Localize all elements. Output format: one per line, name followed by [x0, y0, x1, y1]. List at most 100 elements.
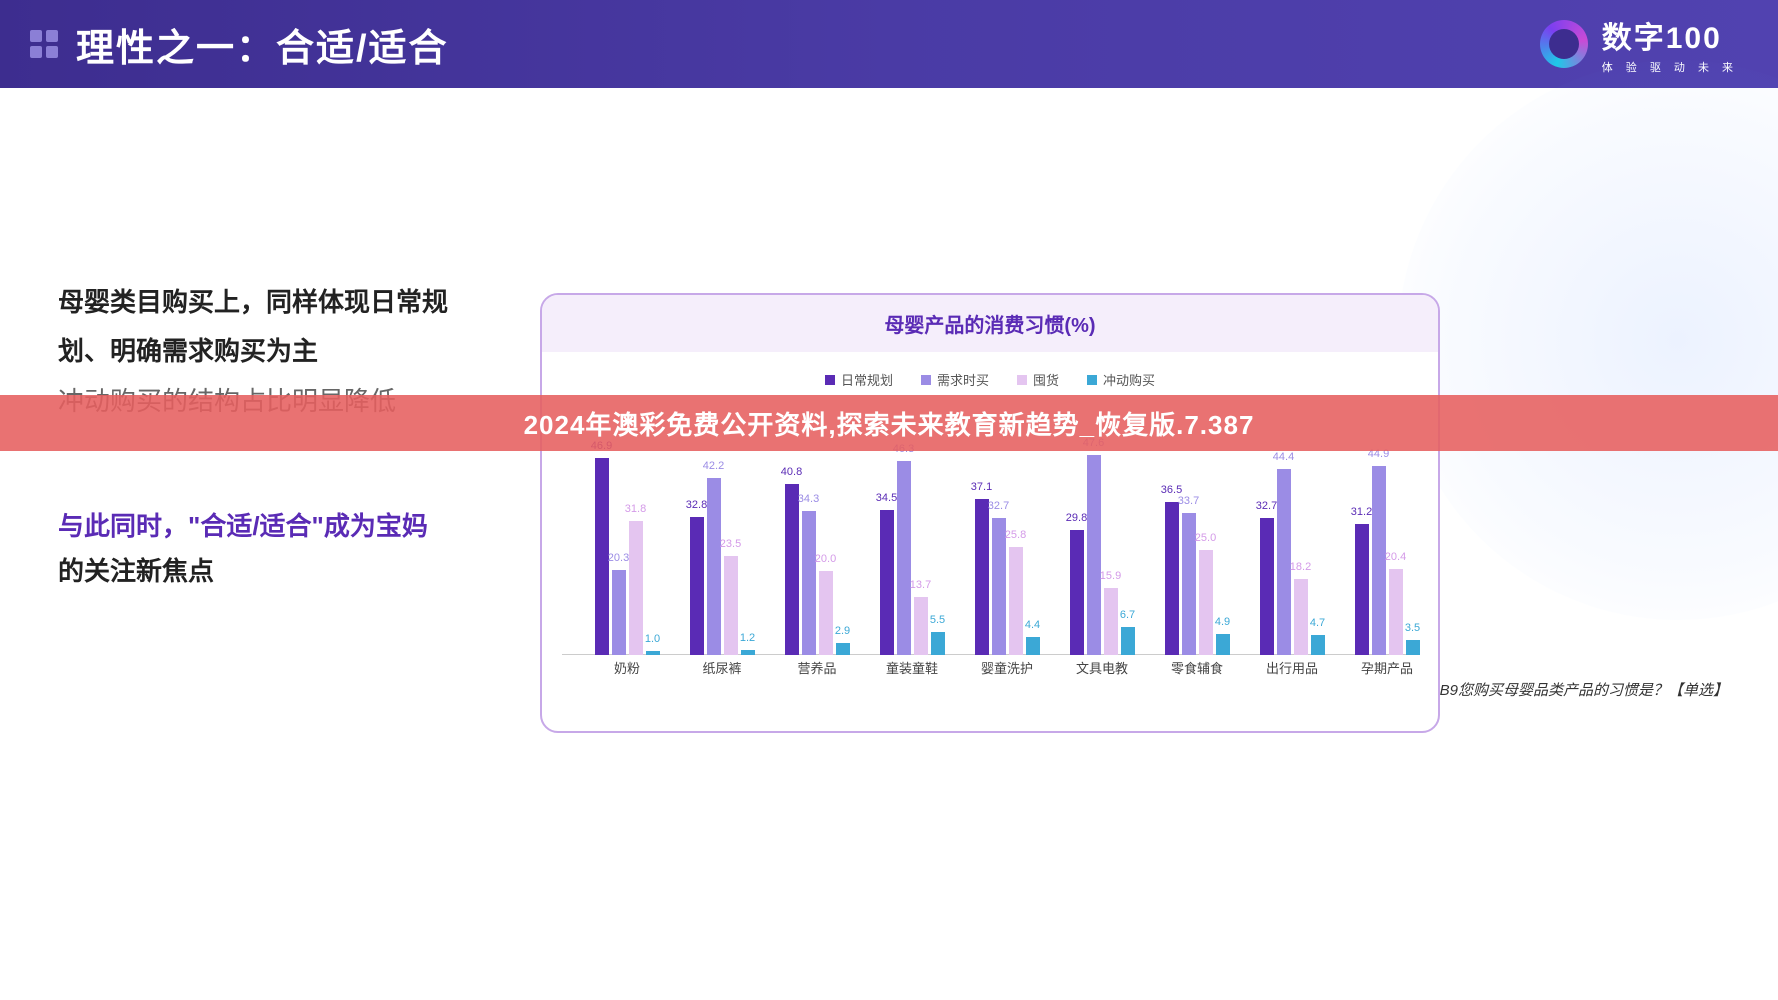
bar-value-label: 42.2	[703, 460, 724, 472]
bar-value-label: 1.0	[645, 633, 660, 645]
bar-value-label: 25.8	[1005, 529, 1026, 541]
category-label: 奶粉	[582, 658, 672, 677]
legend-item: 冲动购买	[1087, 370, 1155, 389]
bar: 32.7	[1260, 518, 1274, 655]
bar-group: 34.546.313.75.5童装童鞋	[867, 461, 957, 655]
bar: 31.2	[1355, 524, 1369, 655]
bar-value-label: 36.5	[1161, 484, 1182, 496]
bar: 2.9	[836, 643, 850, 655]
bar-value-label: 5.5	[930, 614, 945, 626]
watermark-overlay: 2024年澳彩免费公开资料,探索未来教育新趋势_恢复版.7.387	[0, 395, 1778, 451]
bar: 23.5	[724, 556, 738, 655]
bar-group: 40.834.320.02.9营养品	[772, 484, 862, 655]
legend-swatch	[921, 375, 931, 385]
bar-value-label: 32.7	[988, 500, 1009, 512]
bar: 4.9	[1216, 634, 1230, 655]
bar-value-label: 31.8	[625, 503, 646, 515]
category-label: 纸尿裤	[677, 658, 767, 677]
bar: 44.9	[1372, 466, 1386, 655]
bar: 46.9	[595, 458, 609, 655]
legend-item: 日常规划	[825, 370, 893, 389]
content: 母婴类目购买上，同样体现日常规 划、明确需求购买为主 冲动购买的结构占比明显降低…	[0, 88, 1778, 1000]
bar-value-label: 44.4	[1273, 451, 1294, 463]
bar-value-label: 1.2	[740, 632, 755, 644]
category-label: 出行用品	[1247, 658, 1337, 677]
bar: 25.8	[1009, 547, 1023, 655]
bar-value-label: 37.1	[971, 481, 992, 493]
bar: 42.2	[707, 478, 721, 655]
bar: 15.9	[1104, 588, 1118, 655]
bar-group: 31.244.920.43.5孕期产品	[1342, 466, 1432, 655]
bar-group: 36.533.725.04.9零食辅食	[1152, 502, 1242, 655]
bar-value-label: 4.7	[1310, 617, 1325, 629]
bar: 18.2	[1294, 579, 1308, 655]
footnote: B9您购买母婴品类产品的习惯是？【单选】	[1440, 679, 1728, 700]
para1-line1: 母婴类目购买上，同样体现日常规	[58, 278, 530, 327]
para2-line2: 的关注新焦点	[58, 551, 530, 588]
bar-value-label: 32.8	[686, 499, 707, 511]
bar: 20.3	[612, 570, 626, 655]
bar: 34.3	[802, 511, 816, 655]
page-title: 理性之一：合适/适合	[76, 17, 449, 72]
bar-value-label: 20.4	[1385, 551, 1406, 563]
category-label: 文具电教	[1057, 658, 1147, 677]
para1-line2: 划、明确需求购买为主	[58, 327, 530, 376]
bar: 1.2	[741, 650, 755, 655]
logo-main: 数字100	[1602, 13, 1738, 57]
category-label: 零食辅食	[1152, 658, 1242, 677]
bar: 34.5	[880, 510, 894, 655]
header: 理性之一：合适/适合 数字100 体 验 驱 动 未 来	[0, 0, 1778, 88]
legend-label: 需求时买	[937, 370, 989, 389]
bar-value-label: 29.8	[1066, 512, 1087, 524]
legend-swatch	[1017, 375, 1027, 385]
header-left: 理性之一：合适/适合	[30, 17, 449, 72]
bar: 47.6	[1087, 455, 1101, 655]
bar: 32.7	[992, 518, 1006, 655]
bar: 3.5	[1406, 640, 1420, 655]
bar: 4.7	[1311, 635, 1325, 655]
bar: 44.4	[1277, 469, 1291, 655]
bar-value-label: 33.7	[1178, 495, 1199, 507]
bar-group: 32.842.223.51.2纸尿裤	[677, 478, 767, 655]
bar: 32.8	[690, 517, 704, 655]
bar: 33.7	[1182, 513, 1196, 655]
bar-value-label: 34.3	[798, 493, 819, 505]
bar: 5.5	[931, 632, 945, 655]
legend: 日常规划 需求时买 囤货 冲动购买	[542, 370, 1438, 389]
bar: 20.0	[819, 571, 833, 655]
bar-value-label: 3.5	[1405, 622, 1420, 634]
bar-value-label: 2.9	[835, 625, 850, 637]
bar-value-label: 15.9	[1100, 570, 1121, 582]
legend-swatch	[1087, 375, 1097, 385]
legend-label: 囤货	[1033, 370, 1059, 389]
bar-group: 46.920.331.81.0奶粉	[582, 458, 672, 655]
bar: 29.8	[1070, 530, 1084, 655]
legend-item: 囤货	[1017, 370, 1059, 389]
bar: 20.4	[1389, 569, 1403, 655]
bar: 25.0	[1199, 550, 1213, 655]
bar-value-label: 34.5	[876, 492, 897, 504]
bar: 31.8	[629, 521, 643, 655]
legend-item: 需求时买	[921, 370, 989, 389]
bar: 46.3	[897, 461, 911, 655]
bar-group: 32.744.418.24.7出行用品	[1247, 469, 1337, 655]
bar-group: 29.847.615.96.7文具电教	[1057, 455, 1147, 655]
legend-label: 日常规划	[841, 370, 893, 389]
bar: 37.1	[975, 499, 989, 655]
bar-value-label: 18.2	[1290, 561, 1311, 573]
para2-line1: 与此同时，"合适/适合"成为宝妈	[58, 502, 530, 551]
bar-value-label: 31.2	[1351, 506, 1372, 518]
logo-icon	[1540, 20, 1588, 68]
bar: 1.0	[646, 651, 660, 655]
bar: 4.4	[1026, 637, 1040, 655]
bar-value-label: 23.5	[720, 538, 741, 550]
bar-group: 37.132.725.84.4婴童洗护	[962, 499, 1052, 655]
bar-value-label: 6.7	[1120, 609, 1135, 621]
category-label: 孕期产品	[1342, 658, 1432, 677]
bar-value-label: 20.3	[608, 552, 629, 564]
chart-title: 母婴产品的消费习惯(%)	[542, 295, 1438, 352]
bar-value-label: 4.4	[1025, 619, 1040, 631]
legend-swatch	[825, 375, 835, 385]
bar: 13.7	[914, 597, 928, 655]
category-label: 营养品	[772, 658, 862, 677]
